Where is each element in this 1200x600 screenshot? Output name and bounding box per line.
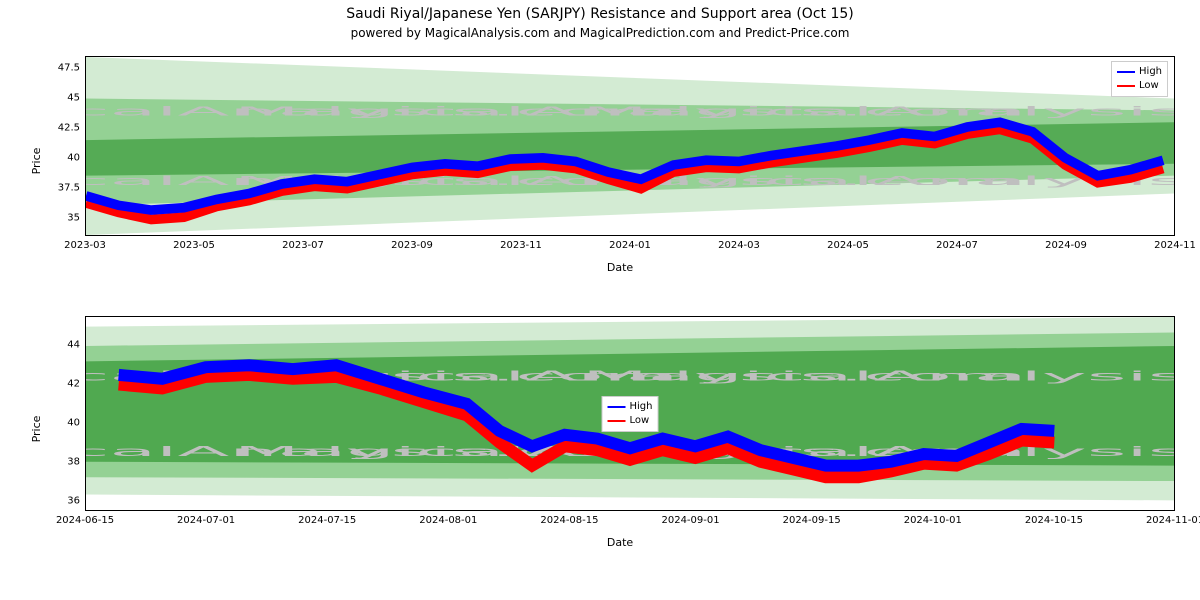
- y-tick-mark: [85, 158, 86, 159]
- y-tick-mark: [85, 217, 86, 218]
- x-tick-mark: [630, 235, 631, 236]
- legend-label-high: High: [630, 400, 653, 414]
- y-ticks: 35 37.5 40 42.5 45 47.5: [50, 56, 80, 236]
- y-tick-mark: [85, 385, 86, 386]
- legend-row-low: Low: [608, 414, 653, 428]
- x-tick-label: 2024-07-01: [177, 515, 235, 526]
- x-tick-mark: [956, 235, 957, 236]
- legend-label-high: High: [1139, 65, 1162, 79]
- x-tick-label: 2023-03: [64, 240, 106, 251]
- x-tick-mark: [1174, 510, 1175, 511]
- legend-row-low: Low: [1117, 79, 1162, 93]
- x-tick-mark: [1174, 235, 1175, 236]
- x-tick-label: 2024-06-15: [56, 515, 114, 526]
- x-tick-label: 2024-11-01: [1146, 515, 1200, 526]
- x-tick-mark: [932, 510, 933, 511]
- y-tick-label: 40: [50, 153, 80, 164]
- x-tick-label: 2024-08-01: [419, 515, 477, 526]
- x-tick-mark: [1053, 510, 1054, 511]
- legend: High Low: [602, 396, 659, 432]
- x-tick-label: 2024-01: [609, 240, 651, 251]
- x-tick-mark: [1065, 235, 1066, 236]
- x-axis-label: Date: [607, 536, 633, 549]
- x-tick-label: 2024-05: [827, 240, 869, 251]
- y-axis-label: Price: [30, 415, 43, 442]
- plot-area-bottom: MagicalAnalysis.comMagicalAnalysis.comMa…: [85, 316, 1175, 511]
- x-tick-mark: [848, 235, 849, 236]
- y-tick-mark: [85, 69, 86, 70]
- chart-bottom: Price 3638404244 MagicalAnalysis.comMagi…: [55, 306, 1185, 551]
- x-tick-label: 2023-09: [391, 240, 433, 251]
- x-tick-mark: [521, 235, 522, 236]
- y-tick-label: 38: [50, 457, 80, 468]
- x-tick-mark: [811, 510, 812, 511]
- y-tick-label: 47.5: [50, 63, 80, 74]
- x-tick-label: 2024-09-01: [661, 515, 719, 526]
- x-tick-mark: [570, 510, 571, 511]
- y-tick-label: 42: [50, 379, 80, 390]
- x-ticks: 2024-06-152024-07-012024-07-152024-08-01…: [85, 515, 1175, 531]
- y-tick-label: 40: [50, 418, 80, 429]
- x-tick-mark: [195, 235, 196, 236]
- y-ticks: 36 38 40 42 44: [50, 316, 80, 511]
- legend-row-high: High: [608, 400, 653, 414]
- y-tick-mark: [85, 188, 86, 189]
- x-tick-label: 2023-05: [173, 240, 215, 251]
- y-tick-mark: [85, 423, 86, 424]
- x-tick-label: 2024-09: [1045, 240, 1087, 251]
- x-ticks: 2023-032023-052023-072023-092023-112024-…: [85, 240, 1175, 256]
- legend-label-low: Low: [630, 414, 650, 428]
- chart-subtitle: powered by MagicalAnalysis.com and Magic…: [0, 22, 1200, 46]
- x-tick-label: 2024-08-15: [540, 515, 598, 526]
- y-tick-label: 42.5: [50, 123, 80, 134]
- figure-container: Saudi Riyal/Japanese Yen (SARJPY) Resist…: [0, 0, 1200, 600]
- x-tick-label: 2024-07-15: [298, 515, 356, 526]
- y-axis-label: Price: [30, 148, 43, 175]
- legend: High Low: [1111, 61, 1168, 97]
- x-tick-label: 2023-07: [282, 240, 324, 251]
- x-tick-mark: [86, 235, 87, 236]
- y-tick-mark: [85, 462, 86, 463]
- x-tick-label: 2024-09-15: [783, 515, 841, 526]
- x-tick-mark: [690, 510, 691, 511]
- x-tick-mark: [328, 510, 329, 511]
- x-tick-mark: [412, 235, 413, 236]
- y-tick-label: 44: [50, 340, 80, 351]
- x-tick-label: 2024-10-15: [1025, 515, 1083, 526]
- watermark-text: MagicalAnalysis.com: [582, 104, 1174, 119]
- y-tick-label: 37.5: [50, 183, 80, 194]
- x-tick-mark: [449, 510, 450, 511]
- x-tick-label: 2023-11: [500, 240, 542, 251]
- x-tick-label: 2024-11: [1154, 240, 1196, 251]
- legend-swatch-high: [608, 406, 626, 408]
- legend-swatch-low: [1117, 85, 1135, 87]
- legend-label-low: Low: [1139, 79, 1159, 93]
- x-tick-mark: [207, 510, 208, 511]
- chart-title: Saudi Riyal/Japanese Yen (SARJPY) Resist…: [0, 0, 1200, 22]
- x-tick-mark: [86, 510, 87, 511]
- y-tick-mark: [85, 99, 86, 100]
- y-tick-label: 35: [50, 213, 80, 224]
- legend-row-high: High: [1117, 65, 1162, 79]
- x-tick-mark: [304, 235, 305, 236]
- watermark-text: MagicalAnalysis.com: [582, 368, 1174, 384]
- y-tick-mark: [85, 128, 86, 129]
- chart-top: Price 3537.54042.54547.5 MagicalAnalysis…: [55, 46, 1185, 276]
- legend-swatch-high: [1117, 71, 1135, 73]
- chart-svg: MagicalAnalysis.comMagicalAnalysis.comMa…: [86, 57, 1174, 235]
- y-tick-mark: [85, 500, 86, 501]
- plot-area-top: MagicalAnalysis.comMagicalAnalysis.comMa…: [85, 56, 1175, 236]
- x-tick-mark: [739, 235, 740, 236]
- x-tick-label: 2024-03: [718, 240, 760, 251]
- legend-swatch-low: [608, 420, 626, 422]
- y-tick-mark: [85, 346, 86, 347]
- y-tick-label: 36: [50, 496, 80, 507]
- x-tick-label: 2024-07: [936, 240, 978, 251]
- x-tick-label: 2024-10-01: [904, 515, 962, 526]
- x-axis-label: Date: [607, 261, 633, 274]
- y-tick-label: 45: [50, 93, 80, 104]
